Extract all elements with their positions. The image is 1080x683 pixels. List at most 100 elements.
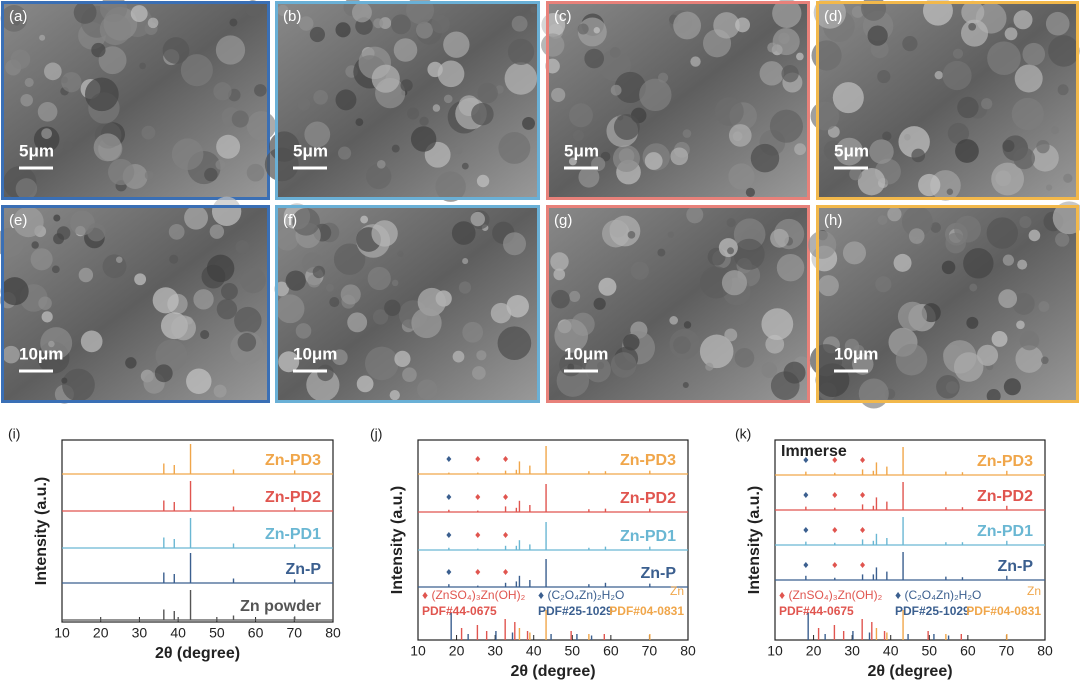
texture (410, 126, 437, 152)
texture (669, 316, 679, 325)
texture (705, 362, 714, 371)
texture (169, 254, 179, 264)
texture (808, 230, 837, 259)
texture (1055, 232, 1070, 247)
texture (211, 196, 242, 227)
texture (955, 139, 979, 163)
panel-label: (j) (370, 426, 382, 442)
panel-label: (b) (283, 8, 301, 25)
texture (285, 270, 306, 291)
texture (2, 345, 20, 364)
texture (750, 143, 780, 173)
texture (835, 137, 864, 166)
scale-label: 5μm (834, 141, 869, 160)
texture (193, 289, 214, 310)
texture (46, 352, 55, 360)
texture (810, 101, 840, 131)
scale-label: 10μm (564, 344, 608, 363)
texture (986, 217, 1019, 249)
texture (39, 34, 46, 41)
panel-label: (d) (824, 8, 842, 25)
texture (504, 62, 538, 95)
texture (389, 389, 400, 401)
texture (213, 384, 227, 398)
texture (503, 232, 527, 256)
x-tick-label: 10 (767, 643, 783, 659)
texture (551, 289, 570, 309)
texture (432, 104, 441, 112)
texture (309, 26, 326, 43)
texture (235, 240, 250, 254)
texture (630, 261, 649, 280)
texture (295, 323, 312, 339)
reference-label: Zn (1027, 584, 1041, 598)
reference-pdf: PDF#44-0675 (422, 604, 497, 618)
texture (102, 254, 127, 279)
texture (78, 267, 94, 283)
texture (38, 296, 52, 311)
texture (961, 19, 989, 47)
texture (99, 13, 131, 46)
texture (162, 37, 190, 64)
texture (963, 248, 994, 279)
marker (503, 494, 509, 500)
texture (180, 54, 213, 87)
texture (332, 349, 348, 366)
texture (155, 339, 188, 372)
texture (1003, 378, 1021, 396)
texture (733, 238, 765, 270)
texture (813, 0, 846, 29)
texture (572, 130, 584, 141)
texture (930, 222, 941, 233)
series-label: Zn-PD3 (620, 452, 676, 469)
texture (298, 16, 314, 31)
texture (930, 170, 961, 201)
texture (734, 348, 755, 368)
texture (171, 315, 196, 341)
scale-label: 10μm (19, 344, 63, 363)
texture (568, 103, 593, 128)
marker (832, 492, 838, 498)
texture (340, 284, 361, 305)
texture (690, 56, 701, 67)
texture (304, 121, 331, 148)
texture (639, 78, 672, 112)
texture (898, 126, 930, 158)
texture (351, 2, 372, 23)
texture (942, 60, 972, 91)
texture (522, 116, 536, 130)
scale-label: 5μm (564, 141, 599, 160)
texture (918, 173, 941, 197)
scale-label: 5μm (19, 141, 54, 160)
texture (48, 340, 55, 348)
annotation: Immerse (781, 443, 847, 460)
texture (171, 138, 204, 171)
texture (811, 40, 842, 71)
texture (1013, 147, 1035, 170)
texture (1012, 292, 1035, 315)
texture (244, 0, 261, 17)
texture (168, 223, 185, 240)
texture (329, 297, 340, 308)
texture (0, 4, 28, 32)
texture (44, 62, 62, 81)
x-axis-label: 2θ (degree) (867, 663, 952, 680)
x-tick-label: 10 (410, 643, 426, 659)
texture (24, 77, 34, 87)
texture (857, 167, 886, 196)
panel-label: (c) (554, 8, 572, 25)
texture (371, 220, 398, 247)
texture (206, 254, 235, 283)
texture (981, 98, 993, 110)
texture (73, 1, 97, 24)
texture (406, 0, 435, 25)
texture (593, 27, 600, 34)
marker (803, 457, 809, 463)
texture (986, 389, 1001, 404)
texture (470, 211, 486, 227)
texture (893, 253, 912, 272)
texture (875, 276, 892, 293)
texture (497, 326, 532, 361)
texture (991, 162, 1025, 196)
texture (867, 25, 888, 46)
